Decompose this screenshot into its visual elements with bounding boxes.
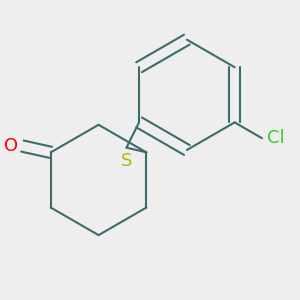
Text: S: S <box>121 152 132 170</box>
Text: O: O <box>4 137 18 155</box>
Text: Cl: Cl <box>267 129 284 147</box>
